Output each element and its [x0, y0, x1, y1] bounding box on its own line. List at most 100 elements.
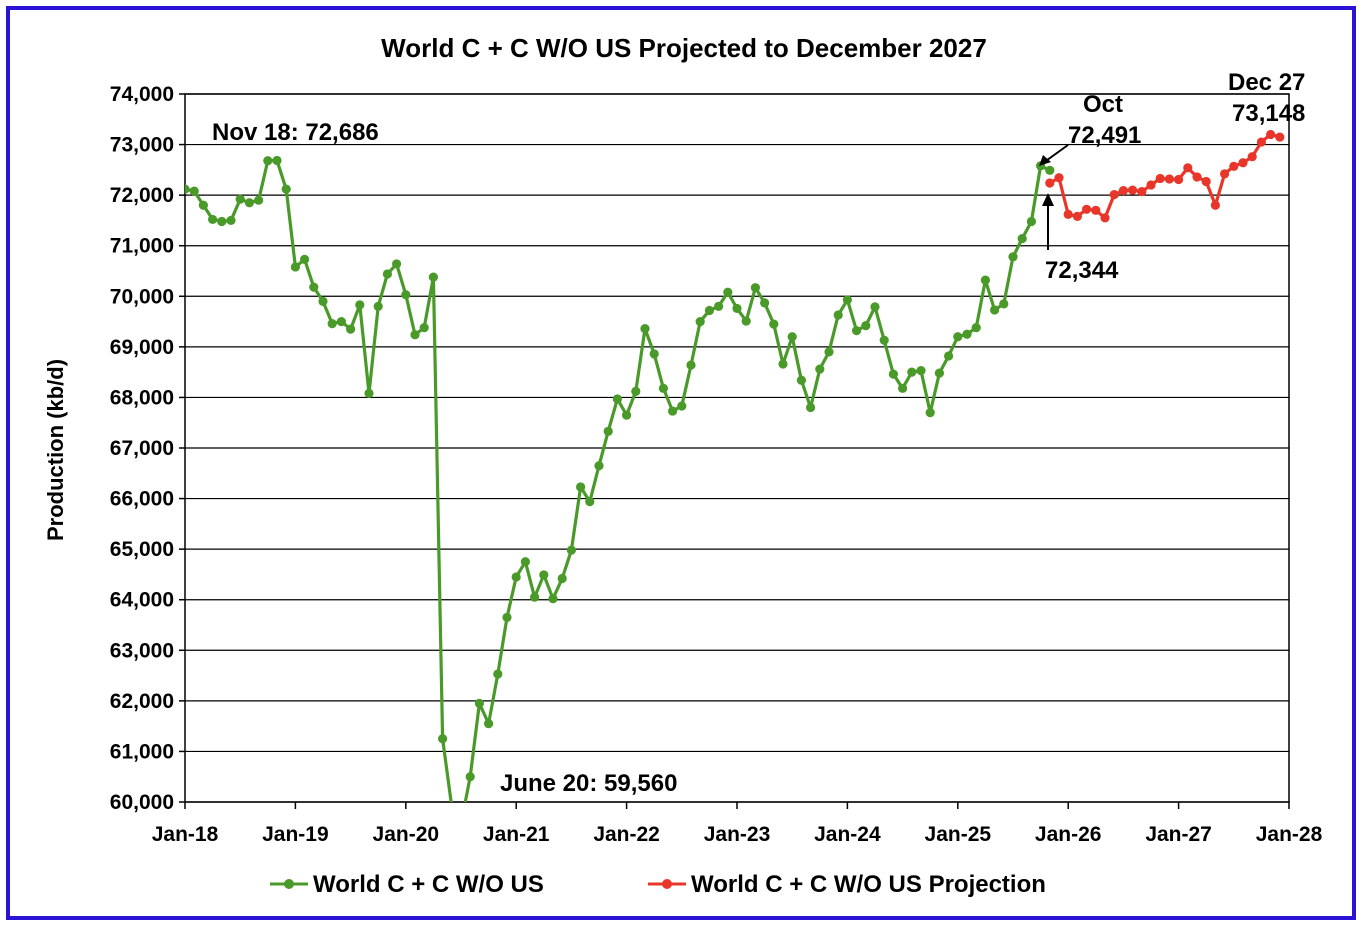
legend-actual-marker: [284, 879, 294, 889]
data-point-actual: [980, 275, 991, 285]
y-tick-label: 64,000: [110, 589, 174, 612]
data-point-actual: [907, 367, 917, 377]
data-point-projection: [1183, 163, 1193, 173]
data-point-actual: [244, 198, 254, 208]
data-point-actual: [879, 335, 889, 345]
data-point-actual: [787, 332, 797, 342]
proj-arrow-head: [1042, 193, 1054, 206]
data-point-actual: [438, 734, 448, 744]
data-point-actual: [217, 216, 227, 227]
data-point-projection: [1266, 129, 1276, 140]
x-tick-label: Jan-20: [373, 823, 440, 846]
data-point-projection: [1174, 174, 1184, 185]
data-point-actual: [732, 303, 742, 314]
y-axis: 60,000 61,000 62,000 63,000 64,000 65,000 66,0…: [110, 83, 185, 814]
data-point-actual: [815, 364, 825, 374]
data-point-actual: [769, 319, 779, 329]
series-line-actual: [185, 158, 1051, 802]
data-point-actual: [520, 557, 531, 567]
data-point-actual: [934, 368, 945, 378]
data-point-actual: [198, 200, 208, 210]
data-point-actual: [806, 402, 816, 413]
data-point-actual: [272, 155, 282, 166]
dec27-value: 73,148: [1232, 100, 1305, 127]
data-point-actual: [263, 156, 273, 166]
x-axis: Jan-18 Jan-19 Jan-20 Jan-21 Jan-22 Jan-23 Jan-…: [152, 802, 1323, 846]
series-layer: [185, 129, 1285, 802]
y-tick-label: 60,000: [110, 791, 174, 814]
data-point-actual: [944, 351, 954, 361]
data-point-actual: [465, 772, 475, 782]
series-actual: [185, 155, 1055, 802]
x-tick-label: Jan-28: [1256, 823, 1323, 846]
data-point-projection: [1155, 173, 1165, 184]
data-point-projection: [1247, 152, 1257, 162]
data-point-actual: [778, 359, 788, 369]
data-point-actual: [760, 298, 770, 308]
oct-label: Oct: [1083, 91, 1123, 118]
data-point-actual: [502, 612, 512, 623]
data-point-projection: [1256, 137, 1266, 147]
x-tick-label: Jan-18: [152, 823, 219, 846]
x-tick-label: Jan-25: [925, 823, 992, 846]
series-projection: [1045, 129, 1285, 223]
y-tick-label: 73,000: [110, 134, 174, 157]
y-tick-label: 72,000: [110, 184, 174, 207]
data-point-actual: [300, 254, 310, 264]
data-point-actual: [824, 347, 834, 357]
x-tick-label: Jan-27: [1145, 823, 1212, 846]
data-point-actual: [796, 375, 807, 385]
data-point-actual: [962, 329, 972, 339]
data-point-actual: [493, 669, 503, 679]
y-tick-label: 74,000: [110, 83, 174, 106]
data-point-projection: [1100, 213, 1110, 223]
y-tick-label: 62,000: [110, 690, 174, 713]
y-tick-label: 69,000: [110, 336, 174, 359]
peak-annotation: Nov 18: 72,686: [212, 119, 379, 146]
data-point-projection: [1072, 211, 1082, 221]
proj-start-value: 72,344: [1045, 257, 1119, 284]
data-point-actual: [1017, 234, 1027, 244]
data-point-actual: [585, 497, 595, 507]
data-point-actual: [557, 573, 567, 584]
data-point-actual: [686, 360, 696, 370]
legend-projection-label: World C + C W/O US Projection: [691, 871, 1046, 898]
oct-arrow-head: [1039, 155, 1051, 166]
data-point-actual: [870, 302, 880, 312]
data-point-actual: [622, 410, 632, 420]
data-point-actual: [548, 594, 558, 604]
data-point-actual: [318, 296, 328, 306]
x-tick-label: Jan-21: [483, 823, 550, 846]
data-point-actual: [612, 394, 623, 404]
x-tick-label: Jan-22: [593, 823, 660, 846]
chart-frame: [6, 6, 1356, 920]
y-tick-label: 71,000: [110, 235, 174, 258]
data-point-actual: [226, 215, 236, 226]
y-tick-label: 61,000: [110, 740, 174, 763]
y-tick-label: 66,000: [110, 488, 174, 511]
data-point-actual: [916, 366, 926, 376]
data-point-actual: [695, 316, 705, 327]
data-point-actual: [530, 592, 540, 602]
gridlines: [185, 93, 1289, 803]
data-point-actual: [290, 262, 300, 272]
data-point-projection: [1164, 174, 1174, 184]
data-point-actual: [410, 330, 420, 340]
dec27-label: Dec 27: [1228, 69, 1305, 96]
data-point-actual: [346, 324, 356, 334]
data-point-actual: [1026, 216, 1036, 227]
data-point-actual: [208, 214, 218, 225]
data-point-actual: [640, 324, 650, 334]
data-point-actual: [842, 295, 853, 305]
data-point-actual: [603, 426, 613, 436]
data-point-actual: [704, 305, 715, 316]
y-axis-label: Production (kb/d): [43, 359, 68, 541]
data-point-projection: [1238, 158, 1248, 168]
data-point-actual: [254, 195, 264, 205]
chart-title: World C + C W/O US Projected to December…: [381, 33, 987, 63]
data-point-projection: [1091, 205, 1101, 215]
legend: World C + C W/O US World C + C W/O US Pr…: [270, 871, 1046, 898]
data-point-projection: [1054, 173, 1064, 183]
data-point-actual: [888, 369, 899, 379]
